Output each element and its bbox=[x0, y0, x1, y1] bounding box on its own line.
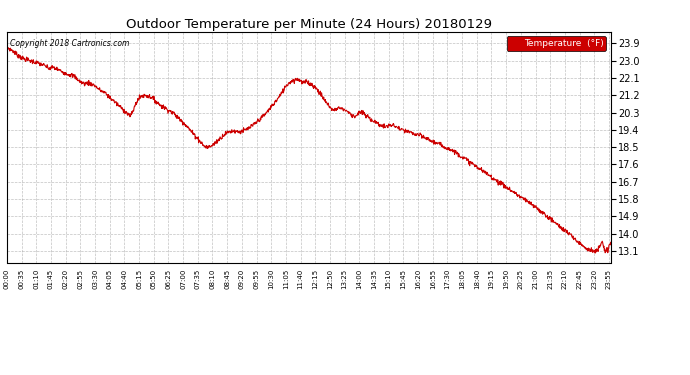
Title: Outdoor Temperature per Minute (24 Hours) 20180129: Outdoor Temperature per Minute (24 Hours… bbox=[126, 18, 492, 31]
Text: Copyright 2018 Cartronics.com: Copyright 2018 Cartronics.com bbox=[10, 39, 129, 48]
Legend: Temperature  (°F): Temperature (°F) bbox=[506, 36, 606, 51]
